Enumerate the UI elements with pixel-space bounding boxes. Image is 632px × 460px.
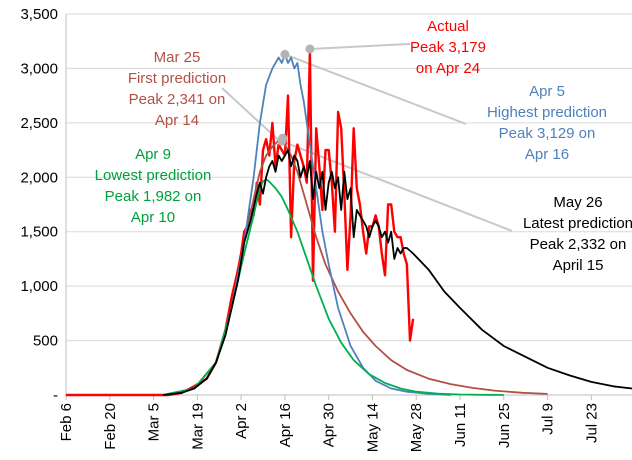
annotation-line: May 26 [553,194,602,211]
annotation-line: on Apr 24 [416,60,480,77]
annotation-leader-line [309,43,411,50]
peak-marker [280,49,290,59]
annotation-line: Apr 10 [131,209,175,226]
y-tick-label: 3,000 [20,60,58,77]
annotation-line: Lowest prediction [95,167,212,184]
x-tick-label: Feb 6 [58,403,75,441]
series-line [162,139,548,396]
y-axis: - 500 1,000 1,500 2,000 2,500 3,000 3,500 [20,6,67,404]
annotations: Actual Peak 3,179 on Apr 24 Mar 25 First pre… [95,18,632,274]
annotation-line: Apr 9 [135,146,171,163]
series-lines [66,50,632,397]
y-tick-label: 1,000 [20,278,58,295]
annotation-line: Mar 25 [154,49,201,66]
peak-marker [278,133,288,143]
y-tick-label: 500 [33,333,58,350]
annotation-label: Apr 5 Highest prediction Peak 3,129 on Apr … [487,83,607,163]
peak-marker [305,44,315,54]
x-tick-label: Apr 30 [321,403,338,447]
annotation-line: Latest prediction [523,215,632,232]
y-tick-label: - [53,387,58,404]
annotation-label: May 26 Latest prediction Peak 2,332 on Apri… [523,194,632,274]
annotation-line: April 15 [553,257,604,274]
x-tick-label: Jun 25 [496,403,513,448]
x-tick-label: Jul 9 [540,403,557,435]
annotation-label: Actual Peak 3,179 on Apr 24 [410,18,486,77]
y-tick-label: 2,000 [20,169,58,186]
peak-markers [277,44,315,146]
x-tick-label: Feb 20 [102,403,119,450]
x-axis: Feb 6 Feb 20 Mar 5 Mar 19 Apr 2 Apr 16 Apr 30 M… [58,394,632,452]
x-tick-label: Jul 23 [583,403,600,443]
x-tick-label: Apr 16 [277,403,294,447]
x-tick-label: May 14 [364,403,381,452]
annotation-leader-lines [221,43,513,232]
x-tick-label: Apr 2 [233,403,250,439]
y-tick-label: 2,500 [20,115,58,132]
series-line [162,178,504,396]
annotation-label: Mar 25 First prediction Peak 2,341 on Apr 1… [128,49,226,129]
annotation-line: Apr 16 [525,146,569,163]
annotation-label: Apr 9 Lowest prediction Peak 1,982 on Apr 1… [95,146,212,226]
annotation-line: Peak 2,341 on [129,91,226,108]
annotation-line: Peak 2,332 on [530,236,627,253]
x-tick-label: Mar 19 [189,403,206,450]
y-tick-label: 1,500 [20,224,58,241]
annotation-line: Highest prediction [487,104,607,121]
annotation-leader-line [284,53,467,125]
annotation-leader-line [221,87,280,141]
y-tick-label: 3,500 [20,6,58,23]
annotation-line: Apr 14 [155,112,199,129]
annotation-line: Peak 1,982 on [105,188,202,205]
annotation-leader-line [281,140,513,232]
x-tick-label: Jun 11 [452,403,469,447]
annotation-line: Peak 3,129 on [499,125,596,142]
x-tick-label: Mar 5 [146,403,163,441]
x-tick-label: May 28 [408,403,425,452]
annotation-line: First prediction [128,70,226,87]
annotation-line: Apr 5 [529,83,565,100]
annotation-line: Actual [427,18,469,35]
annotation-line: Peak 3,179 [410,39,486,56]
series-line [162,149,632,396]
